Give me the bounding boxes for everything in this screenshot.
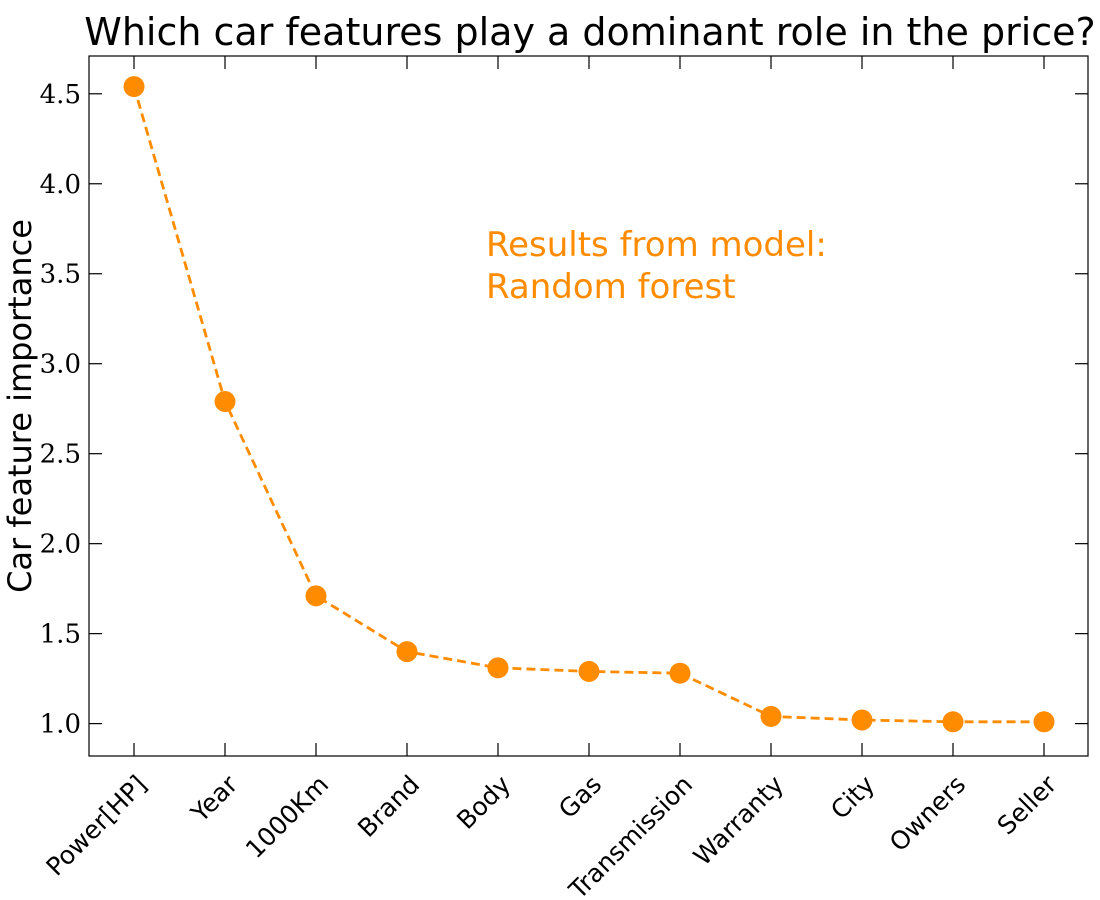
series-group: [123, 76, 1055, 733]
data-point-power-hp: [123, 76, 145, 98]
data-point-1000km: [305, 585, 327, 607]
data-point-body: [487, 657, 509, 679]
y-tick-label: 1.5: [40, 620, 81, 650]
x-tick-label: Year: [185, 769, 244, 828]
x-tick-label: Brand: [352, 770, 425, 843]
x-tick-label: Gas: [553, 770, 607, 824]
x-tick-label: City: [825, 770, 880, 825]
plot-frame: [88, 55, 1089, 757]
chart-title: Which car features play a dominant role …: [84, 10, 1095, 54]
y-tick-label: 2.5: [40, 440, 81, 470]
x-tick-label: 1000Km: [240, 770, 334, 864]
x-tick-label: Warranty: [688, 770, 789, 871]
y-tick-label: 4.5: [40, 80, 81, 110]
y-tick-label: 2.0: [40, 530, 81, 560]
y-tick-label: 3.5: [40, 260, 81, 290]
y-axis-ticks: 1.0 1.5 2.0 2.5 3.0 3.5 4.0 4.5: [40, 80, 1088, 740]
data-point-warranty: [760, 705, 782, 727]
data-point-seller: [1033, 711, 1055, 733]
y-tick-label: 1.0: [40, 710, 81, 740]
series-line: [132, 86, 1044, 724]
x-tick-label: Seller: [992, 769, 1063, 840]
x-tick-label: Power[HP]: [41, 770, 153, 882]
data-point-brand: [396, 641, 418, 663]
y-axis-label: Car feature importance: [1, 219, 39, 593]
data-point-city: [851, 709, 873, 731]
y-tick-label: 3.0: [40, 350, 81, 380]
annotation-text: Results from model: Random forest: [486, 225, 838, 307]
annotation-line-2: Random forest: [486, 267, 736, 307]
x-tick-label: Body: [451, 770, 516, 835]
data-point-year: [214, 391, 236, 413]
x-tick-label: Owners: [884, 770, 971, 857]
data-point-transmission: [669, 662, 691, 684]
data-point-gas: [578, 660, 600, 682]
y-tick-label: 4.0: [40, 170, 81, 200]
annotation-line-1: Results from model:: [486, 225, 827, 265]
data-point-owners: [942, 711, 964, 733]
